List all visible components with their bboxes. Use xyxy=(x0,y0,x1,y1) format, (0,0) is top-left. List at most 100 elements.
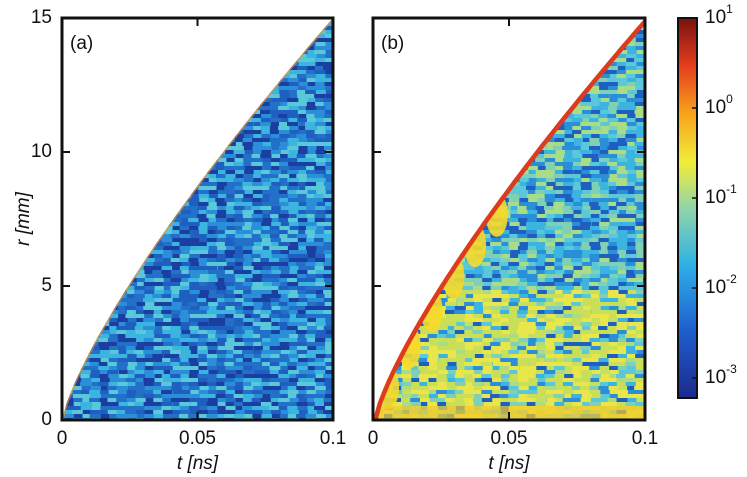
heatmap-cell xyxy=(269,366,280,370)
heatmap-cell xyxy=(74,354,85,358)
heatmap-cell xyxy=(429,226,440,230)
heatmap-cell xyxy=(482,66,493,70)
heatmap-cell xyxy=(510,138,521,142)
heatmap-cell xyxy=(143,138,154,142)
heatmap-cell xyxy=(409,106,420,110)
heatmap-cell xyxy=(420,250,431,254)
heatmap-cell xyxy=(242,38,253,42)
heatmap-cell xyxy=(242,198,253,202)
heatmap-cell xyxy=(483,114,494,118)
heatmap-cell xyxy=(457,106,468,110)
heatmap-cell xyxy=(136,218,147,222)
heatmap-cell xyxy=(308,26,319,30)
heatmap-cell xyxy=(81,246,92,250)
heatmap-cell xyxy=(90,410,101,414)
heatmap-cell xyxy=(420,206,431,210)
heatmap-cell xyxy=(335,386,346,390)
heatmap-cell xyxy=(81,158,92,162)
heatmap-cell xyxy=(419,154,430,158)
heatmap-cell xyxy=(384,118,395,122)
heatmap-cell xyxy=(109,42,120,46)
heatmap-cell xyxy=(152,282,163,286)
heatmap-cell xyxy=(383,238,394,242)
heatmap-cell xyxy=(144,346,155,350)
heatmap-cell xyxy=(429,194,440,198)
heatmap-cell xyxy=(224,26,235,30)
heatmap-cell xyxy=(153,362,164,366)
heatmap-cell xyxy=(306,314,317,318)
heatmap-cell xyxy=(334,314,345,318)
heatmap-cell xyxy=(315,338,326,342)
heatmap-cell xyxy=(608,34,619,38)
heatmap-cell xyxy=(492,162,503,166)
heatmap-cell xyxy=(164,86,175,90)
heatmap-cell xyxy=(269,382,280,386)
heatmap-cell xyxy=(101,182,112,186)
heatmap-cell xyxy=(235,62,246,66)
heatmap-cell xyxy=(306,274,317,278)
heatmap-cell xyxy=(90,186,101,190)
heatmap-cell xyxy=(376,66,387,70)
heatmap-cell xyxy=(163,78,174,82)
heatmap-cell xyxy=(527,138,538,142)
heatmap-cell xyxy=(64,306,75,310)
heatmap-cell xyxy=(400,162,411,166)
heatmap-cell xyxy=(189,386,200,390)
heatmap-cell xyxy=(333,86,344,90)
heatmap-cell xyxy=(456,222,467,226)
heatmap-cell xyxy=(439,46,450,50)
heatmap-cell xyxy=(172,70,183,74)
heatmap-cell xyxy=(128,138,139,142)
heatmap-cell xyxy=(456,66,467,70)
heatmap-cell xyxy=(465,146,476,150)
heatmap-cell xyxy=(217,182,228,186)
heatmap-cell xyxy=(72,410,83,414)
heatmap-cell xyxy=(197,242,208,246)
heatmap-cell xyxy=(110,130,121,134)
y-axis-label: r [mm] xyxy=(13,191,34,246)
heatmap-cell xyxy=(126,90,137,94)
heatmap-cell xyxy=(261,150,272,154)
heatmap-cell xyxy=(420,226,431,230)
heatmap-cell xyxy=(251,118,262,122)
heatmap-cell xyxy=(207,34,218,38)
heatmap-cell xyxy=(392,150,403,154)
heatmap-cell xyxy=(100,226,111,230)
heatmap-cell xyxy=(590,38,601,42)
heatmap-cell xyxy=(465,110,476,114)
heatmap-cell xyxy=(428,50,439,54)
heatmap-cell xyxy=(403,226,414,230)
heatmap-cell xyxy=(208,410,219,414)
heatmap-cell xyxy=(297,22,308,26)
heatmap-cell xyxy=(91,242,102,246)
heatmap-cell xyxy=(236,114,247,118)
heatmap-cell xyxy=(510,58,521,62)
heatmap-cell xyxy=(590,142,601,146)
heatmap-cell xyxy=(519,38,530,42)
heatmap-cell xyxy=(527,114,538,118)
heatmap-cell xyxy=(127,342,138,346)
heatmap-cell xyxy=(582,46,593,50)
heatmap-cell xyxy=(72,106,83,110)
heatmap-cell xyxy=(170,118,181,122)
heatmap-cell xyxy=(269,194,280,198)
heatmap-cell xyxy=(253,386,264,390)
heatmap-cell xyxy=(536,242,547,246)
heatmap-cell xyxy=(297,158,308,162)
heatmap-cell xyxy=(393,238,404,242)
heatmap-cell xyxy=(161,94,172,98)
heatmap-cell xyxy=(500,150,511,154)
heatmap-cell xyxy=(572,110,583,114)
heatmap-cell xyxy=(72,194,83,198)
heatmap-cell xyxy=(484,22,495,26)
heatmap-cell xyxy=(334,310,345,314)
heatmap-cell xyxy=(375,58,386,62)
heatmap-cell xyxy=(73,334,84,338)
heatmap-cell xyxy=(493,106,504,110)
heatmap-cell xyxy=(198,190,209,194)
heatmap-cell xyxy=(482,50,493,54)
heatmap-cell xyxy=(188,218,199,222)
heatmap-cell xyxy=(492,94,503,98)
heatmap-cell xyxy=(81,326,92,330)
heatmap-cell xyxy=(481,170,492,174)
